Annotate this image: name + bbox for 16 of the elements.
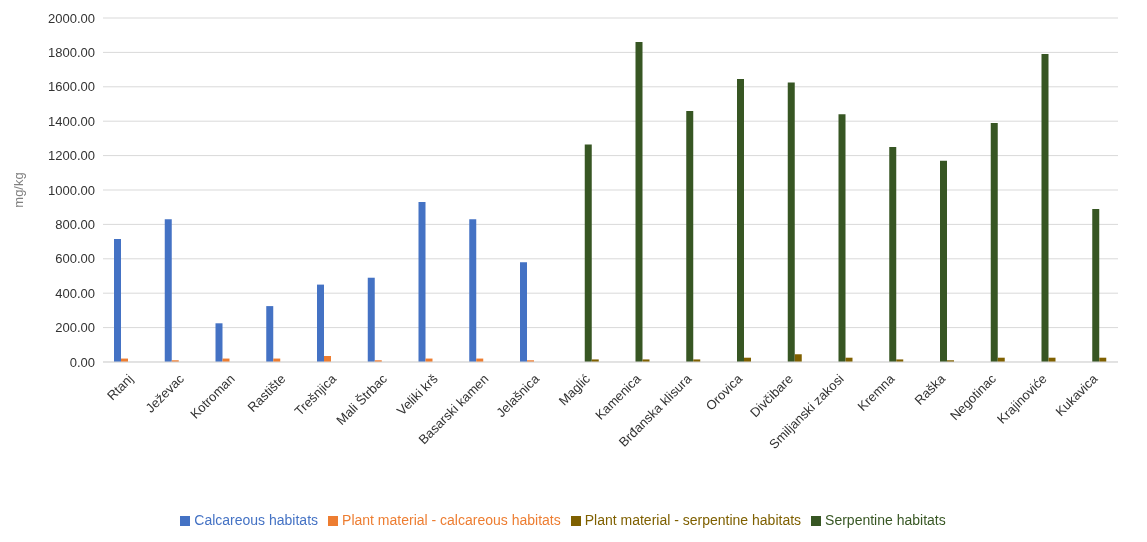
y-tick-label: 2000.00	[48, 10, 95, 26]
y-tick-label: 1000.00	[48, 182, 95, 198]
y-tick-label: 1600.00	[48, 79, 95, 95]
legend-label: Serpentine habitats	[825, 512, 946, 528]
legend-label: Plant material - serpentine habitats	[584, 512, 802, 528]
legend-label: Calcareous habitats	[194, 512, 319, 528]
y-tick-label: 1400.00	[48, 113, 95, 129]
legend-label: Plant material - calcareous habitats	[342, 512, 561, 528]
y-tick-label: 600.00	[55, 251, 95, 267]
y-tick-label: 400.00	[55, 285, 95, 301]
y-axis-title: mg/kg	[10, 172, 26, 208]
y-tick-label: 0.00	[69, 354, 95, 370]
y-tick-label: 1200.00	[48, 148, 95, 164]
y-tick-label: 200.00	[55, 320, 95, 336]
y-tick-label: 1800.00	[48, 45, 95, 61]
y-tick-label: 800.00	[55, 217, 95, 233]
